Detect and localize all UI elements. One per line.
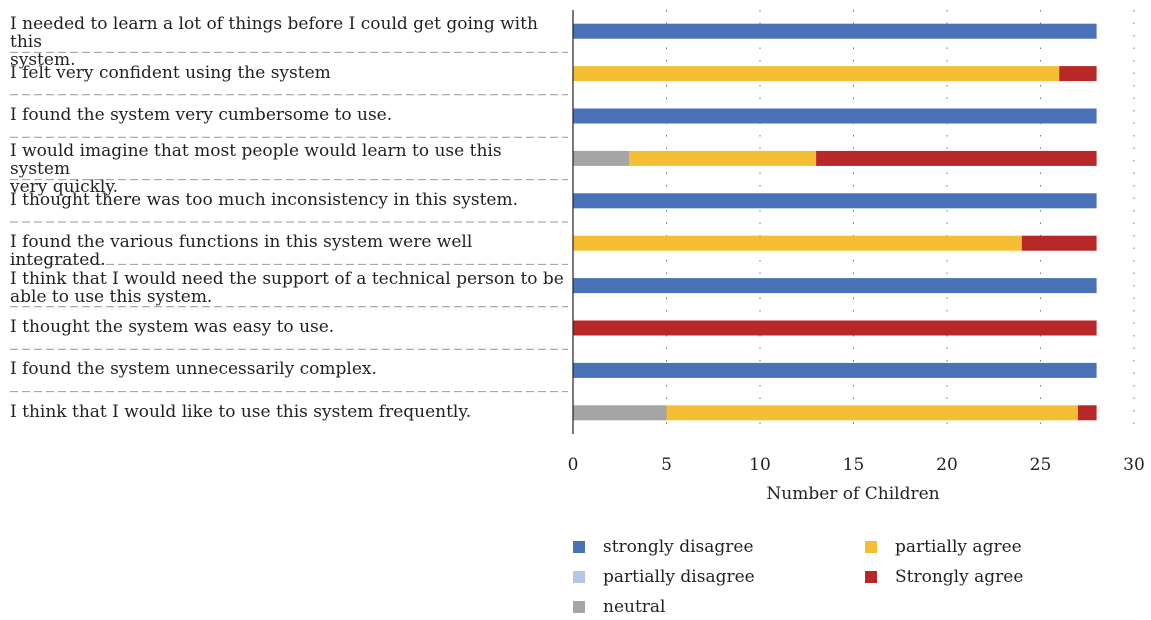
- category-label: I felt very confident using the system: [10, 64, 566, 82]
- category-label: I found the system very cumbersome to us…: [10, 106, 566, 124]
- category-label-line: I think that I would need the support of…: [10, 268, 564, 289]
- category-label: I thought there was too much inconsisten…: [10, 191, 566, 209]
- bar-segment: [1059, 66, 1097, 82]
- bar-segment: [666, 405, 1078, 421]
- category-label: I needed to learn a lot of things before…: [10, 15, 566, 69]
- category-label-line: I found the various functions in this sy…: [10, 232, 473, 271]
- category-label-line: I needed to learn a lot of things before…: [10, 14, 538, 53]
- category-label-line: system.: [10, 50, 76, 71]
- bar-segment: [816, 150, 1097, 166]
- category-label-line: able to use this system.: [10, 286, 213, 307]
- category-label-line: very quickly.: [10, 177, 119, 198]
- category-label-line: I thought the system was easy to use.: [10, 317, 335, 337]
- x-axis-label: Number of Children: [766, 484, 940, 504]
- x-tick-label: 10: [749, 455, 771, 475]
- bar-segment: [1021, 235, 1097, 251]
- bar-segment: [573, 235, 1022, 251]
- bar-segment: [573, 405, 667, 421]
- category-label: I found the various functions in this sy…: [10, 233, 566, 269]
- category-label-line: I found the system unnecessarily complex…: [10, 359, 377, 380]
- bar-segment: [629, 150, 817, 166]
- bar-segment: [573, 278, 1097, 294]
- bar-segment: [573, 108, 1097, 124]
- category-label: I think that I would like to use this sy…: [10, 403, 566, 421]
- category-label: I think that I would need the support of…: [10, 270, 566, 306]
- bar-segment: [573, 150, 630, 166]
- category-label-line: I found the system very cumbersome to us…: [10, 105, 393, 125]
- x-tick-label: 25: [1030, 455, 1052, 475]
- x-tick-label: 5: [661, 455, 672, 475]
- bar-segment: [573, 362, 1097, 378]
- category-label-line: I think that I would like to use this sy…: [10, 401, 472, 422]
- category-label: I would imagine that most people would l…: [10, 142, 566, 196]
- x-tick-label: 0: [568, 455, 579, 475]
- x-tick-label: 30: [1123, 455, 1145, 475]
- category-label-line: I would imagine that most people would l…: [10, 141, 502, 180]
- bar-segment: [573, 66, 1060, 82]
- bar-segment: [573, 320, 1097, 336]
- category-label-line: I felt very confident using the system: [10, 62, 331, 83]
- x-tick-label: 20: [936, 455, 958, 475]
- category-label: I thought the system was easy to use.: [10, 318, 566, 336]
- category-label-line: I thought there was too much inconsisten…: [10, 189, 518, 210]
- bar-segment: [1077, 405, 1097, 421]
- category-label: I found the system unnecessarily complex…: [10, 360, 566, 378]
- bar-segment: [573, 23, 1097, 39]
- x-tick-label: 15: [843, 455, 865, 475]
- bar-segment: [573, 193, 1097, 209]
